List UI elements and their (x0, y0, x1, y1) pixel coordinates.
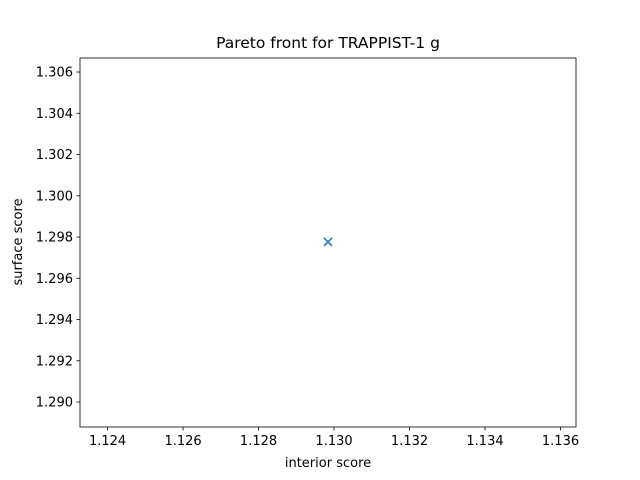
x-tick-label: 1.126 (164, 434, 201, 449)
x-tick-label: 1.124 (89, 434, 126, 449)
y-tick-label: 1.302 (36, 148, 73, 163)
y-axis-label: surface score (11, 198, 26, 285)
scatter-point (323, 237, 333, 247)
x-tick-label: 1.136 (542, 434, 579, 449)
chart-title: Pareto front for TRAPPIST-1 g (216, 34, 440, 52)
x-tick-label: 1.132 (391, 434, 428, 449)
x-tick-label: 1.128 (240, 434, 277, 449)
axes-frame (79, 57, 577, 428)
y-tick-label: 1.294 (36, 313, 73, 328)
x-tick-label: 1.134 (466, 434, 503, 449)
y-tick-label: 1.306 (36, 66, 73, 81)
y-tick-label: 1.304 (36, 107, 73, 122)
y-tick-label: 1.298 (36, 231, 73, 246)
y-tick-label: 1.296 (36, 272, 73, 287)
y-tick-label: 1.292 (36, 354, 73, 369)
x-tick-label: 1.130 (315, 434, 352, 449)
x-axis-label: interior score (285, 456, 371, 471)
y-tick-label: 1.300 (36, 189, 73, 204)
y-tick-label: 1.290 (36, 396, 73, 411)
